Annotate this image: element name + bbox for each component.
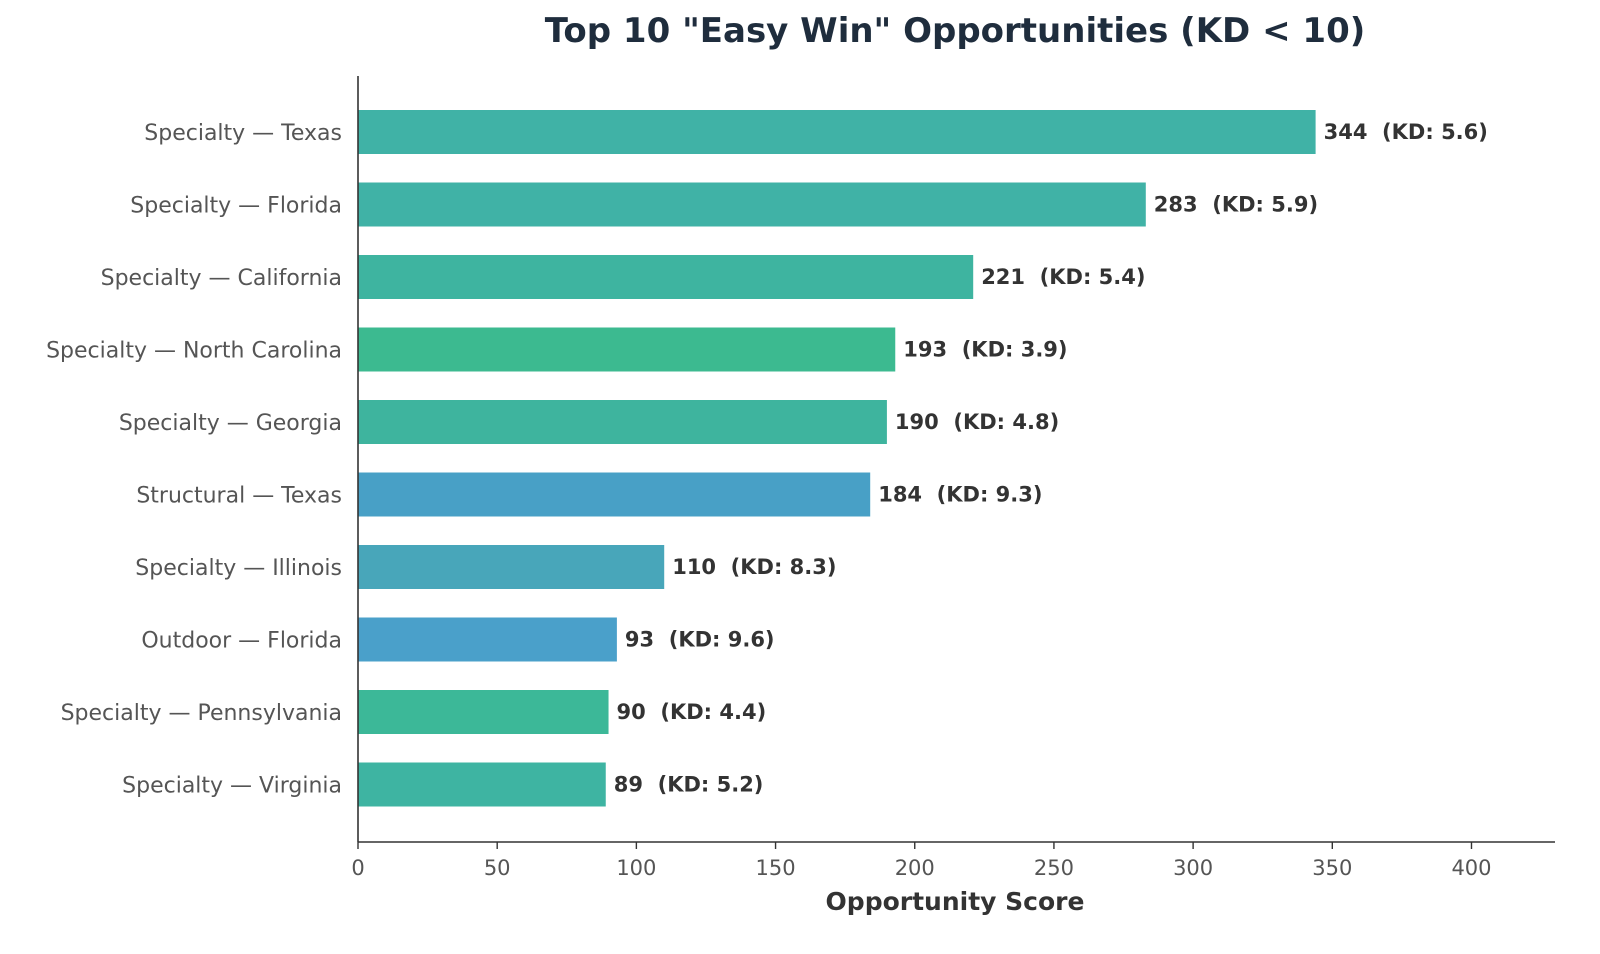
value-labels: 344 (KD: 5.6) 283 (KD: 5.9) 221 (KD: 5.4) 1… [614,120,1488,797]
bar-9 [358,690,609,734]
category-label: Specialty — North Carolina [46,339,342,364]
bar-10 [358,762,606,807]
value-label: 184 (KD: 9.3) [878,483,1042,507]
value-label: 90 (KD: 4.4) [617,700,767,724]
bar-1 [358,110,1316,154]
bars-group [358,110,1316,807]
value-label: 110 (KD: 8.3) [672,555,836,579]
category-label: Specialty — Illinois [135,556,342,581]
x-tick-label: 300 [1173,856,1213,880]
chart-title: Top 10 "Easy Win" Opportunities (KD < 10… [545,11,1366,51]
x-tick-label: 350 [1312,856,1352,880]
value-label: 193 (KD: 3.9) [903,338,1067,362]
bar-2 [358,182,1146,227]
bar-8 [358,617,617,662]
category-label: Outdoor — Florida [141,629,342,654]
x-tick-label: 50 [484,856,511,880]
x-tick-label: 400 [1451,856,1491,880]
category-labels: Specialty — Texas Specialty — Florida Spec… [46,121,342,799]
value-label: 89 (KD: 5.2) [614,773,764,797]
x-tick-label: 0 [351,856,364,880]
bar-7 [358,545,665,589]
bar-6 [358,472,871,517]
bar-5 [358,400,887,444]
category-label: Specialty — Pennsylvania [61,701,342,726]
value-label: 93 (KD: 9.6) [625,628,775,652]
category-label: Specialty — Georgia [119,411,342,436]
x-axis-title: Opportunity Score [826,887,1085,916]
value-label: 283 (KD: 5.9) [1154,193,1318,217]
x-tick-label: 150 [756,856,796,880]
category-label: Specialty — Virginia [122,774,342,799]
x-tick-label: 250 [1034,856,1074,880]
category-label: Specialty — California [101,266,342,291]
bar-4 [358,327,896,372]
value-label: 344 (KD: 5.6) [1324,120,1488,144]
x-tick-label: 200 [895,856,935,880]
bar-3 [358,255,974,299]
category-label: Specialty — Florida [130,194,342,219]
category-label: Structural — Texas [136,484,342,509]
x-axis-ticks: 0 50 100 150 200 250 300 350 400 [351,842,1492,880]
value-label: 221 (KD: 5.4) [981,265,1145,289]
value-label: 190 (KD: 4.8) [895,410,1059,434]
category-label: Specialty — Texas [144,121,342,146]
x-tick-label: 100 [616,856,656,880]
